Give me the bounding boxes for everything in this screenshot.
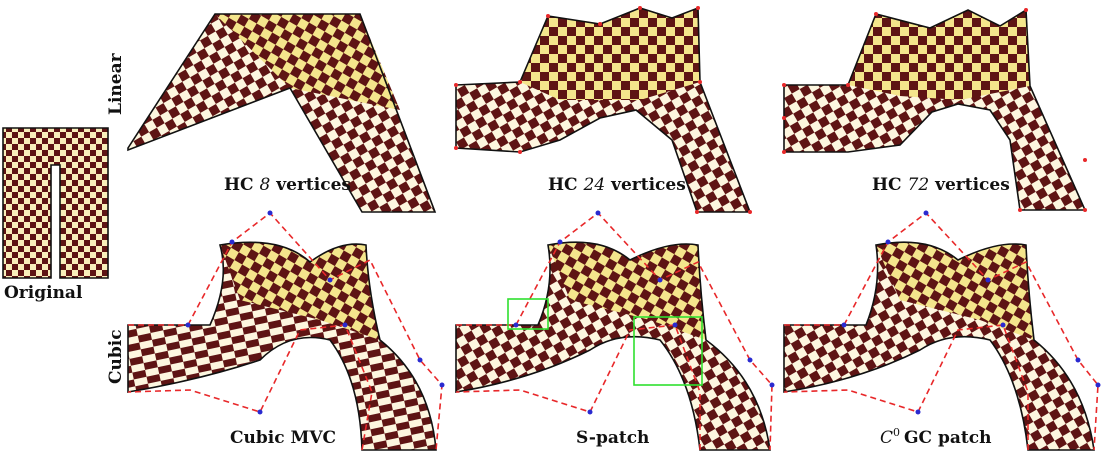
panel-hc72: [782, 8, 1087, 212]
highlight-box-large: [633, 316, 703, 386]
panel-hc8: [127, 13, 437, 213]
highlight-box-small: [507, 298, 549, 330]
panel-s-patch: [455, 210, 775, 451]
panel-s-patch-caption: S-patch: [576, 428, 649, 448]
row-label-linear: Linear: [106, 52, 126, 115]
panel-cubic-mvc: [127, 210, 445, 451]
panel-cubic-mvc-caption: Cubic MVC: [230, 428, 336, 448]
original-label: Original: [4, 283, 83, 303]
panel-hc24: [454, 6, 752, 214]
panel-gc-patch: [783, 210, 1101, 451]
row-label-cubic: Cubic: [106, 329, 126, 384]
panel-hc24-caption: HC 24 vertices: [548, 175, 686, 195]
panel-gc-patch-caption: C0 GC patch: [880, 426, 991, 448]
original-shape: [2, 127, 109, 279]
panel-hc8-caption: HC 8 vertices: [224, 175, 351, 195]
panel-hc72-caption: HC 72 vertices: [872, 175, 1010, 195]
